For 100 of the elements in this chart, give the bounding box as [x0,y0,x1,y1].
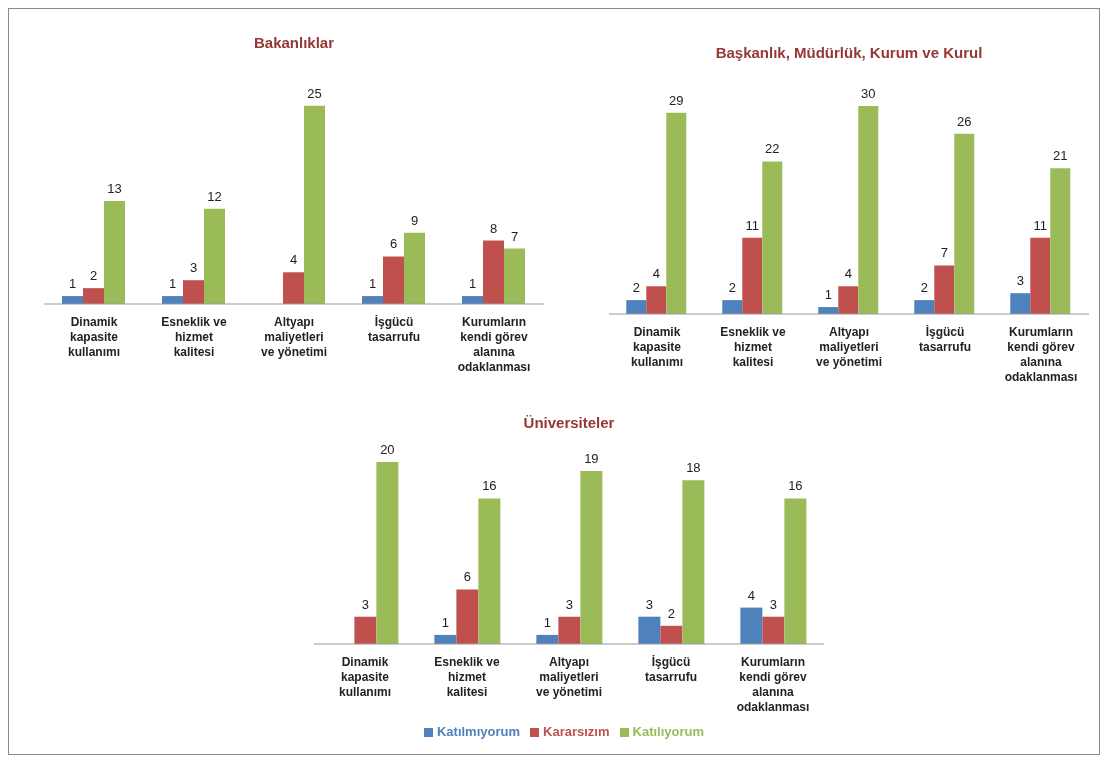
data-label: 26 [957,113,972,129]
chart-title: Üniversiteler [522,414,616,433]
data-label: 7 [940,245,948,261]
legend-label: Katılmıyorum [436,724,521,739]
bar [646,286,667,314]
bar [934,265,955,314]
bar [183,280,204,304]
data-label: 6 [463,569,471,585]
bar [483,240,504,304]
data-label: 11 [1033,217,1048,233]
data-label: 25 [307,85,322,101]
data-label: 8 [489,220,498,236]
data-label: 1 [368,276,377,292]
bar [858,105,879,314]
x-tick-label: Altyapı maliyetleri ve yönetimi [260,315,328,359]
x-tick-label: Dinamik kapasite kullanımı [338,655,392,699]
bar [762,161,783,314]
x-tick-label: Kurumların kendi görev alanına odaklanması [457,315,531,374]
bar [626,300,647,314]
bar [283,272,304,304]
bar [722,300,743,314]
x-tick-label: Esneklik ve hizmet kalitesi [161,315,228,359]
bar [1010,293,1031,314]
bar [914,300,935,314]
x-tick-label: İşgücü tasarrufu [367,314,421,344]
bar [354,616,377,644]
data-label: 7 [510,228,519,244]
bar [83,288,104,304]
bar [456,589,479,644]
bar [304,105,325,304]
bar [1030,237,1051,314]
bar [104,200,125,304]
x-tick-label: Esneklik ve hizmet kalitesi [434,655,501,699]
data-label: 20 [380,442,395,457]
chart-title: Bakanlıklar [252,34,335,53]
bar [383,256,404,304]
chart-title: Başkanlık, Müdürlük, Kurum ve Kurul [714,44,984,63]
data-label: 19 [584,451,599,467]
bar [666,112,687,314]
data-label: 1 [824,287,832,303]
data-label: 16 [482,478,497,494]
bar [740,607,763,644]
data-label: 3 [189,260,198,276]
x-tick-label: Altyapı maliyetleri ve yönetimi [815,325,883,369]
x-tick-label: Altyapı maliyetleri ve yönetimi [535,655,603,699]
bar [954,133,975,314]
bar [638,616,661,644]
data-label: 4 [747,587,755,603]
legend-label: Kararsızım [543,724,610,739]
bar [838,286,859,314]
bar [504,248,525,304]
bar [204,208,225,304]
data-label: 2 [667,605,675,621]
data-label: 2 [728,280,736,296]
data-label: 29 [669,92,684,108]
data-label: 22 [765,141,780,157]
x-tick-label: Dinamik kapasite kullanımı [630,325,684,369]
data-label: 4 [652,266,660,282]
data-label: 2 [632,280,640,296]
x-tick-label: İşgücü tasarrufu [918,324,972,354]
data-label: 12 [207,188,222,204]
data-label: 3 [1016,273,1024,289]
data-label: 18 [686,460,701,476]
data-label: 1 [168,276,177,292]
data-label: 11 [745,217,760,233]
x-tick-label: Esneklik ve hizmet kalitesi [720,325,787,369]
data-label: 2 [920,280,928,296]
x-tick-label: Kurumların kendi görev alanına odaklanması [1004,325,1078,384]
data-label: 3 [361,596,369,612]
bar [404,232,425,304]
bar [376,462,399,644]
bar [478,498,501,644]
bar [682,480,705,644]
x-tick-label: Dinamik kapasite kullanımı [67,315,121,359]
bar [784,498,807,644]
data-label: 3 [645,596,653,612]
data-label: 30 [861,85,876,101]
legend-label: Katılıyorum [632,724,705,739]
bar [660,625,683,644]
data-label: 1 [441,614,449,630]
data-label: 6 [389,236,398,252]
data-label: 4 [844,266,852,282]
data-label: 16 [788,478,803,494]
bar [762,616,785,644]
data-label: 1 [543,614,551,630]
data-label: 21 [1053,148,1068,164]
data-label: 3 [769,596,777,612]
data-label: 4 [289,252,298,268]
x-tick-label: Kurumların kendi görev alanına odaklanması [736,655,810,714]
bar [742,237,763,314]
bar [1050,168,1071,314]
data-label: 13 [107,180,122,196]
bar [558,616,581,644]
data-label: 9 [410,212,419,228]
data-label: 2 [89,268,98,284]
x-tick-label: İşgücü tasarrufu [644,654,698,684]
data-label: 3 [565,596,573,612]
data-label: 1 [68,276,77,292]
bar [580,471,603,644]
data-label: 1 [468,276,477,292]
